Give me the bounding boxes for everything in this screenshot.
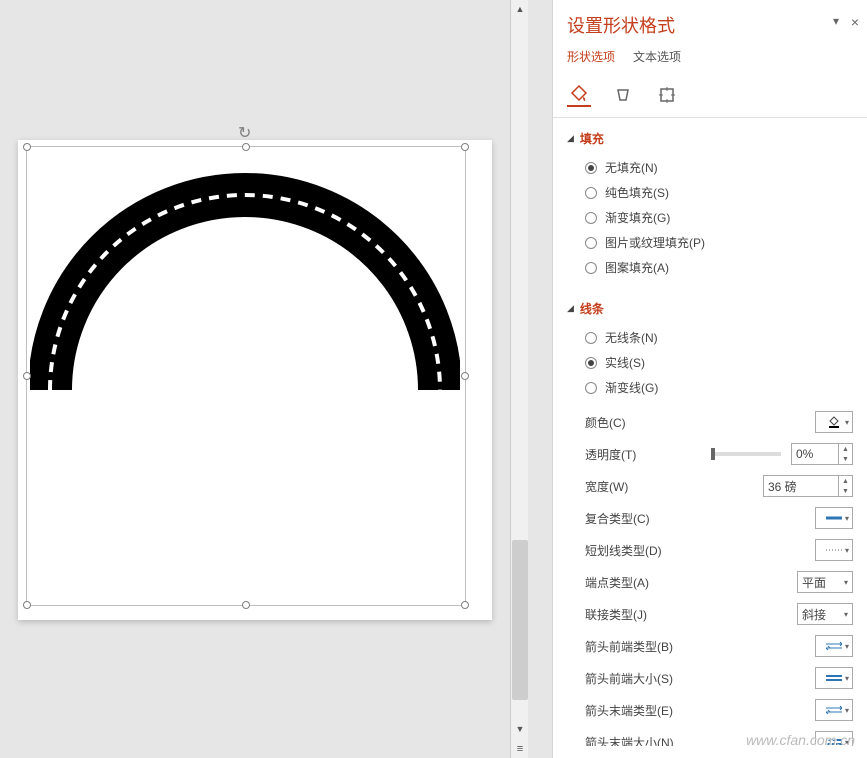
spin-up-icon[interactable]: ▲ (839, 444, 852, 454)
line-section-header[interactable]: ◢ 线条 (567, 296, 853, 321)
slide-canvas: ↻ ▲ ▼ ≡ (0, 0, 540, 758)
arrow-end-type-label: 箭头末端类型(E) (585, 702, 815, 719)
radio-pattern-fill[interactable]: 图案填充(A) (585, 255, 853, 280)
arrow-end-type-dropdown[interactable] (815, 699, 853, 721)
dash-type-dropdown[interactable] (815, 539, 853, 561)
fill-title: 填充 (580, 130, 604, 147)
resize-handle[interactable] (23, 143, 31, 151)
resize-handle[interactable] (23, 372, 31, 380)
fill-section-header[interactable]: ◢ 填充 (567, 126, 853, 151)
color-label: 颜色(C) (585, 414, 815, 431)
join-label: 联接类型(J) (585, 606, 797, 623)
fill-section: ◢ 填充 无填充(N) 纯色填充(S) 渐变填充(G) 图片或纹理填充(P) 图… (567, 126, 853, 286)
transparency-label: 透明度(T) (585, 446, 711, 463)
transparency-slider[interactable] (711, 452, 781, 456)
collapse-icon: ◢ (567, 303, 574, 314)
scroll-down-icon[interactable]: ▼ (511, 720, 529, 738)
cap-label: 端点类型(A) (585, 574, 797, 591)
scroll-thumb[interactable] (512, 540, 528, 700)
close-icon[interactable]: × (851, 14, 859, 30)
size-properties-icon[interactable] (655, 83, 679, 107)
width-input[interactable]: 36 磅 ▲▼ (763, 475, 853, 497)
scroll-up-icon[interactable]: ▲ (511, 0, 529, 18)
transparency-input[interactable]: 0% ▲▼ (791, 443, 853, 465)
compound-type-dropdown[interactable] (815, 507, 853, 529)
arrow-begin-size-label: 箭头前端大小(S) (585, 670, 815, 687)
cap-type-dropdown[interactable]: 平面▾ (797, 571, 853, 593)
spin-up-icon[interactable]: ▲ (839, 476, 852, 486)
arrow-begin-type-dropdown[interactable] (815, 635, 853, 657)
resize-handle[interactable] (461, 143, 469, 151)
radio-picture-fill[interactable]: 图片或纹理填充(P) (585, 230, 853, 255)
resize-handle[interactable] (242, 601, 250, 609)
resize-handle[interactable] (461, 372, 469, 380)
vertical-scrollbar[interactable]: ▲ ▼ ≡ (510, 0, 528, 758)
arrow-begin-size-dropdown[interactable] (815, 667, 853, 689)
effects-icon[interactable] (611, 83, 635, 107)
dash-label: 短划线类型(D) (585, 542, 815, 559)
color-picker-button[interactable] (815, 411, 853, 433)
tab-shape-options[interactable]: 形状选项 (567, 48, 615, 69)
radio-gradient-fill[interactable]: 渐变填充(G) (585, 205, 853, 230)
rotate-handle[interactable]: ↻ (238, 123, 254, 139)
radio-solid-line[interactable]: 实线(S) (585, 350, 853, 375)
pin-icon[interactable]: ▾ (833, 14, 839, 28)
resize-handle[interactable] (242, 143, 250, 151)
spin-down-icon[interactable]: ▼ (839, 486, 852, 496)
panel-title: 设置形状格式 (567, 12, 853, 38)
compound-label: 复合类型(C) (585, 510, 815, 527)
format-shape-panel: 设置形状格式 ▾ × 形状选项 文本选项 ◢ 填充 无填充(N) 纯色填充(S)… (552, 0, 867, 758)
resize-handle[interactable] (23, 601, 31, 609)
line-title: 线条 (580, 300, 604, 317)
radio-no-line[interactable]: 无线条(N) (585, 325, 853, 350)
radio-gradient-line[interactable]: 渐变线(G) (585, 375, 853, 400)
width-label: 宽度(W) (585, 478, 763, 495)
join-type-dropdown[interactable]: 斜接▾ (797, 603, 853, 625)
radio-solid-fill[interactable]: 纯色填充(S) (585, 180, 853, 205)
watermark: www.cfan.com.cn (746, 732, 855, 748)
radio-no-fill[interactable]: 无填充(N) (585, 155, 853, 180)
selection-box: ↻ (26, 146, 466, 606)
collapse-icon: ◢ (567, 133, 574, 144)
fill-line-icon[interactable] (567, 83, 591, 107)
line-section: ◢ 线条 无线条(N) 实线(S) 渐变线(G) 颜色(C) 透明度(T) (567, 296, 853, 746)
spin-down-icon[interactable]: ▼ (839, 454, 852, 464)
arrow-begin-type-label: 箭头前端类型(B) (585, 638, 815, 655)
scroll-page-icon[interactable]: ≡ (511, 740, 529, 758)
tab-text-options[interactable]: 文本选项 (633, 48, 681, 69)
resize-handle[interactable] (461, 601, 469, 609)
